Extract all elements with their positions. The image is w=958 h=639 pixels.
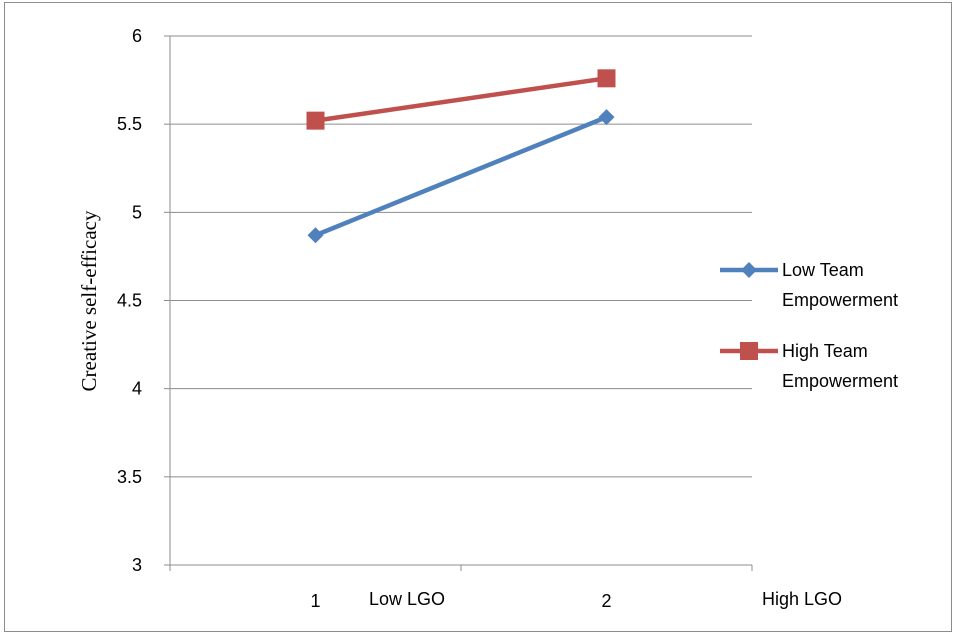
y-tick-label: 5.5 bbox=[117, 114, 142, 134]
square-marker bbox=[597, 69, 616, 88]
y-axis-title: Creative self-efficacy bbox=[77, 210, 101, 391]
x-tick-marks bbox=[169, 565, 753, 571]
diamond-marker bbox=[598, 109, 615, 126]
legend: Low Team Empowerment High Team Empowerment bbox=[720, 260, 898, 391]
y-tick-label: 4.5 bbox=[117, 291, 142, 311]
y-tick-label: 3.5 bbox=[117, 467, 142, 487]
x-category-label: 1 bbox=[310, 591, 320, 611]
x-category-labels: 1 2 Low LGO High LGO bbox=[310, 589, 842, 611]
series-line bbox=[315, 76, 607, 123]
legend-label: Empowerment bbox=[782, 371, 898, 391]
x-annotation-label: High LGO bbox=[762, 589, 842, 609]
square-marker bbox=[306, 111, 325, 130]
x-category-label: 2 bbox=[601, 591, 611, 611]
legend-label: High Team bbox=[782, 341, 868, 361]
y-tick-label: 5 bbox=[132, 202, 142, 222]
legend-label: Low Team bbox=[782, 260, 864, 280]
y-tick-label: 4 bbox=[132, 379, 142, 399]
diamond-marker bbox=[741, 262, 757, 278]
chart-frame bbox=[4, 2, 952, 632]
diamond-marker bbox=[307, 227, 324, 244]
x-annotation-label: Low LGO bbox=[369, 589, 445, 609]
series-line bbox=[314, 115, 608, 238]
y-tick-labels: 3 3.5 4 4.5 5 5.5 6 bbox=[117, 26, 142, 575]
legend-label: Empowerment bbox=[782, 290, 898, 310]
y-tick-label: 3 bbox=[132, 555, 142, 575]
square-marker bbox=[740, 342, 758, 360]
y-tick-label: 6 bbox=[132, 26, 142, 46]
gridlines bbox=[164, 35, 752, 566]
series-group bbox=[306, 69, 616, 244]
